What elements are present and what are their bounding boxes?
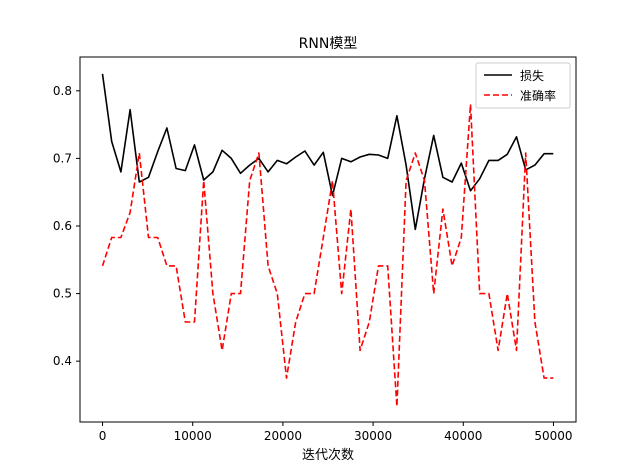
y-tick-label: 0.8 [53, 84, 72, 98]
plot-area: 0 10000 20000 30000 40000 50000 0.40.50.60.70… [53, 56, 577, 443]
series-line-accuracy [101, 103, 554, 408]
x-tick-label: 30000 [354, 429, 392, 443]
y-tick-label: 0.5 [53, 287, 72, 301]
y-tick-label: 0.4 [53, 354, 72, 368]
x-tick-label: 40000 [444, 429, 482, 443]
x-axis-label: 迭代次数 [302, 447, 354, 463]
legend-label: 损失 [520, 68, 544, 83]
x-axis-ticks: 0 10000 20000 30000 40000 50000 [99, 422, 573, 443]
series-lines [101, 73, 554, 408]
series-line-loss [101, 73, 554, 231]
plot-frame [79, 56, 577, 423]
x-tick-label: 50000 [534, 429, 572, 443]
y-tick-label: 0.7 [53, 151, 72, 165]
legend-label: 准确率 [520, 88, 556, 103]
x-tick-label: 0 [99, 429, 107, 443]
y-axis-ticks: 0.4 0.5 0.6 0.7 0.8 [53, 84, 80, 368]
x-tick-label: 10000 [174, 429, 212, 443]
y-tick-label: 0.6 [53, 219, 72, 233]
x-tick-label: 20000 [264, 429, 302, 443]
chart-title: RNN模型 [299, 36, 358, 52]
